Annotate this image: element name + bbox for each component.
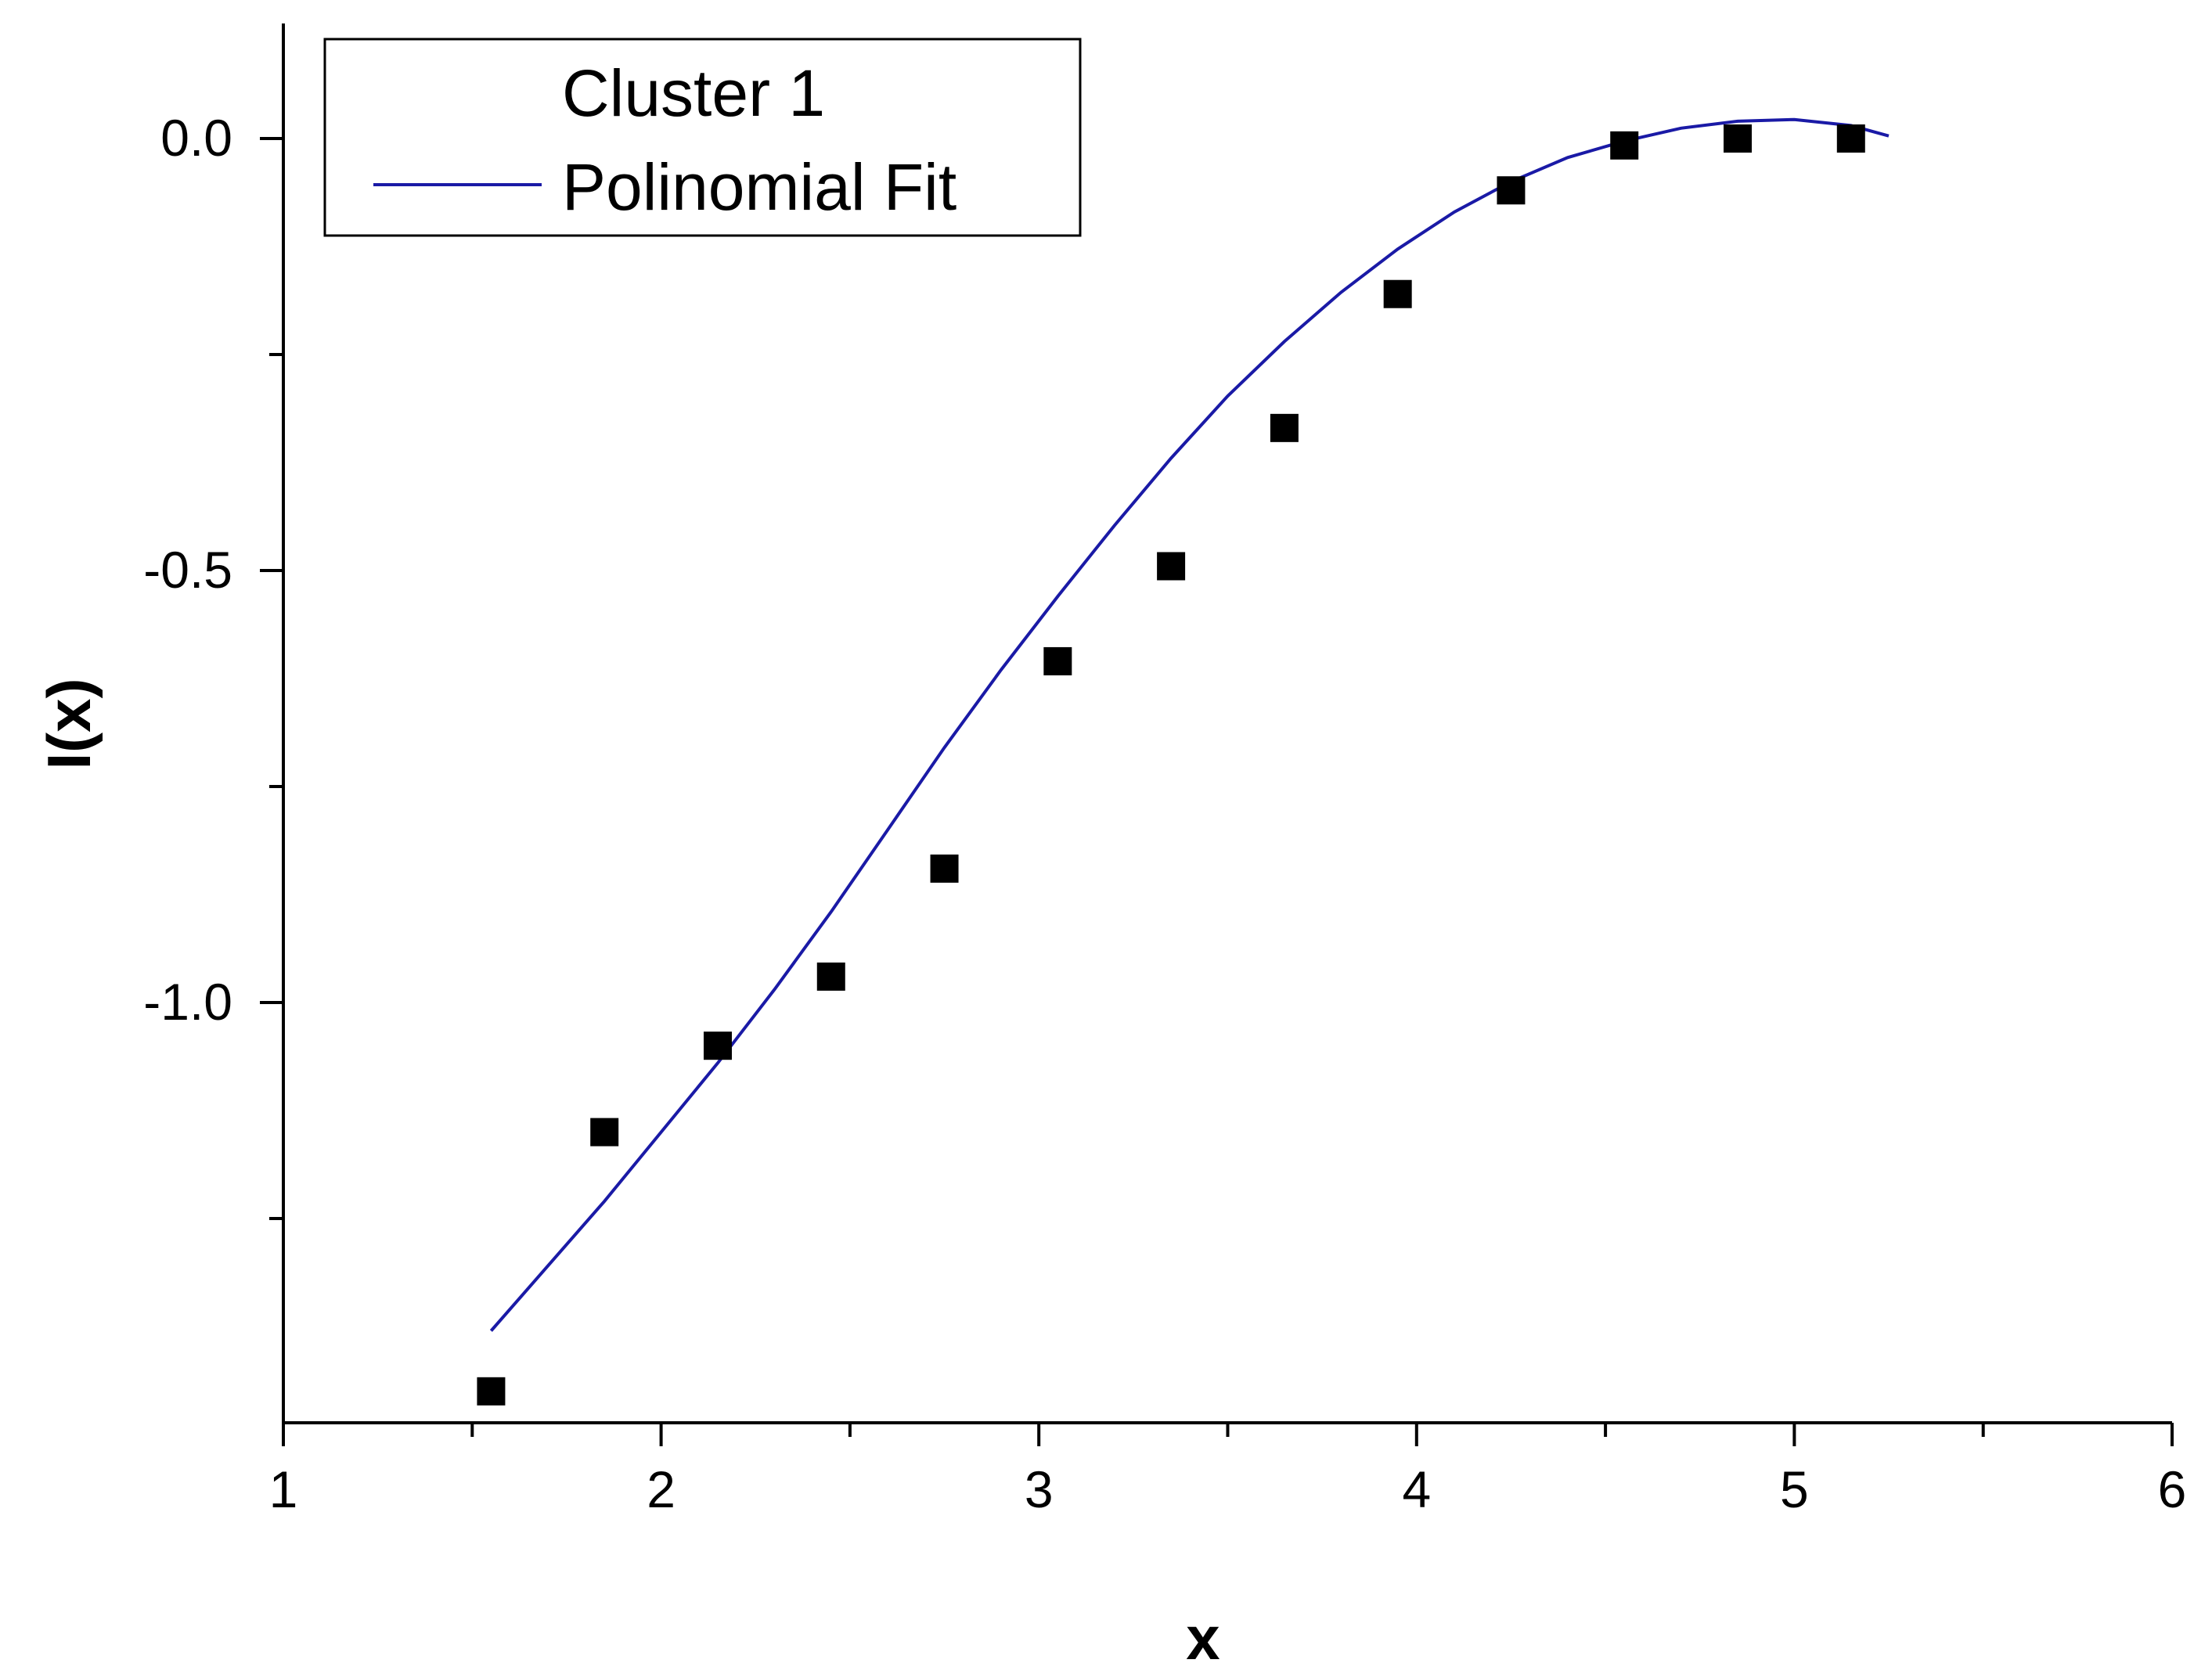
x-tick-label: 1 — [269, 1460, 298, 1518]
legend-label-polinomial-fit: Polinomial Fit — [562, 150, 956, 224]
data-point — [590, 1118, 619, 1147]
x-tick-label: 2 — [647, 1460, 675, 1518]
legend: Cluster 1 Polinomial Fit — [323, 38, 1082, 237]
points-layer — [477, 124, 1865, 1406]
data-point — [1270, 413, 1299, 442]
y-tick-label: -0.5 — [143, 541, 232, 599]
data-point — [1497, 176, 1526, 205]
x-tick-label: 5 — [1780, 1460, 1809, 1518]
x-axis-title: x — [1186, 1604, 1219, 1672]
y-tick-label: -1.0 — [143, 973, 232, 1031]
x-tick-label: 6 — [2158, 1460, 2187, 1518]
data-point — [1383, 279, 1412, 308]
data-point — [1836, 124, 1865, 153]
legend-label-cluster-1: Cluster 1 — [562, 56, 825, 130]
y-tick-label: 0.0 — [160, 109, 232, 167]
data-point — [703, 1031, 732, 1060]
data-point — [1724, 124, 1753, 153]
data-point — [1043, 646, 1072, 675]
legend-box — [323, 38, 1082, 237]
data-point — [477, 1377, 506, 1406]
x-tick-label: 3 — [1025, 1460, 1054, 1518]
data-point — [1610, 131, 1639, 160]
axes: 1 2 3 4 5 6 0.0 -0.5 -1.0 — [143, 23, 2186, 1518]
y-axis-title: I(x) — [34, 679, 103, 770]
data-point — [1157, 552, 1186, 581]
data-point — [816, 962, 845, 991]
x-tick-label: 4 — [1402, 1460, 1431, 1518]
data-point — [930, 854, 959, 883]
